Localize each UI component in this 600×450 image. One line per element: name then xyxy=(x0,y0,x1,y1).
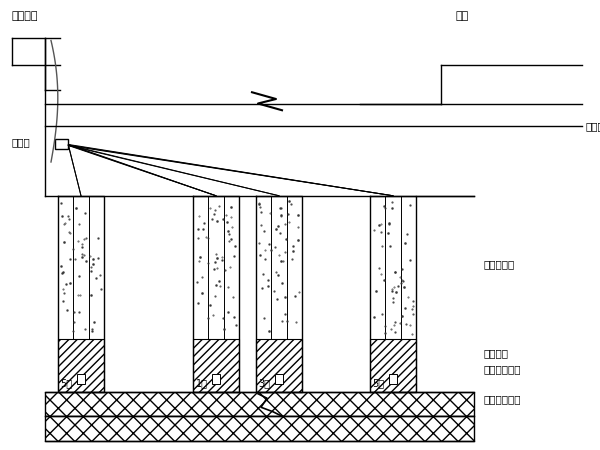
Text: 5段: 5段 xyxy=(373,378,385,388)
Text: 非电毫秒雷管: 非电毫秒雷管 xyxy=(483,364,521,374)
Text: 硝铵炸药: 硝铵炸药 xyxy=(483,348,508,359)
Bar xyxy=(389,374,397,383)
Text: 电雷管: 电雷管 xyxy=(12,137,31,147)
Bar xyxy=(58,339,104,392)
Bar xyxy=(275,374,283,383)
Bar xyxy=(45,416,474,441)
Bar xyxy=(77,374,85,383)
Text: 已开挖段: 已开挖段 xyxy=(585,121,600,131)
Bar xyxy=(193,339,239,392)
Text: 起爆装置: 起爆装置 xyxy=(12,11,38,21)
Bar xyxy=(212,374,220,383)
Text: 1段: 1段 xyxy=(196,378,208,388)
Text: 井口: 井口 xyxy=(455,11,469,21)
Text: 本次爆破段: 本次爆破段 xyxy=(483,259,514,270)
Text: 3段: 3段 xyxy=(259,378,271,388)
Text: 5段: 5段 xyxy=(61,378,73,388)
Bar xyxy=(256,339,302,392)
Bar xyxy=(370,339,416,392)
Text: 下部未开挖段: 下部未开挖段 xyxy=(483,395,521,405)
Bar xyxy=(45,392,474,416)
Bar xyxy=(55,140,68,149)
